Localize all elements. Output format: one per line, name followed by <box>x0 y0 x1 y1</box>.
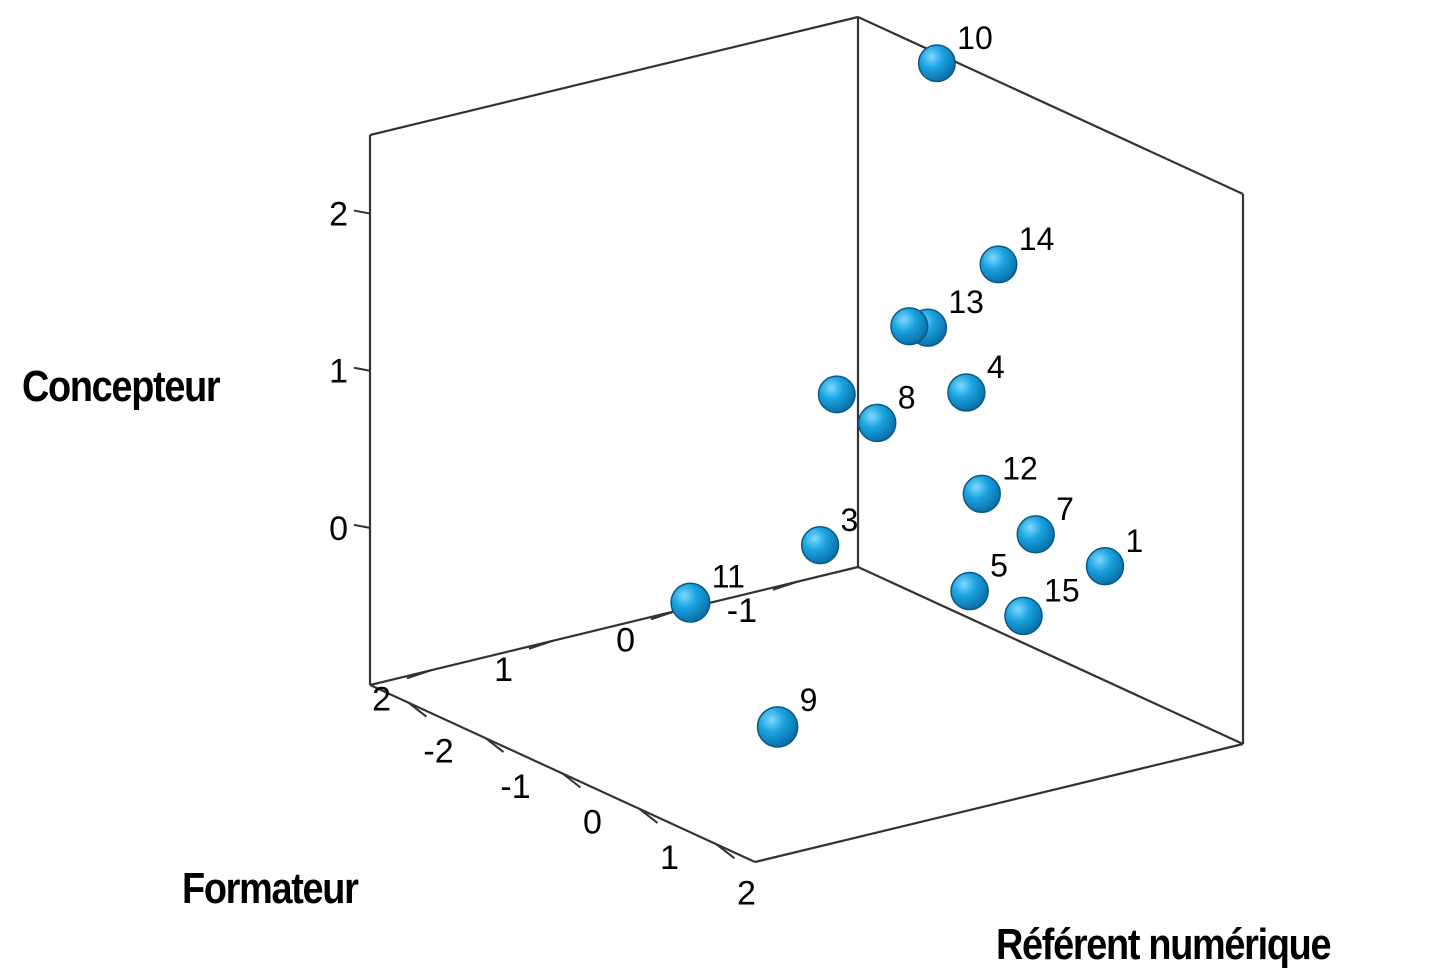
x-tick-mark <box>561 772 582 789</box>
point-marker <box>1016 515 1055 554</box>
data-point: 1 <box>1085 523 1143 586</box>
y-tick-label: 1 <box>494 651 513 689</box>
data-point: 8 <box>857 379 916 443</box>
x-tick-label: 0 <box>583 804 602 842</box>
data-point: 10 <box>917 20 993 83</box>
z-tick-label: 2 <box>329 196 348 234</box>
x-tick-mark <box>638 808 659 824</box>
point-marker <box>670 582 711 623</box>
y-tick-label: -1 <box>727 592 757 630</box>
box-edge <box>857 16 1244 195</box>
y-tick-label: 2 <box>372 680 391 718</box>
point-marker <box>817 375 856 414</box>
data-point: 15 <box>1004 572 1080 636</box>
z-tick-mark <box>353 209 371 215</box>
point-label: 15 <box>1044 572 1080 608</box>
point-label: 13 <box>948 284 984 320</box>
point-marker <box>979 245 1018 284</box>
data-point: 11 <box>670 558 745 623</box>
point-marker <box>756 706 799 748</box>
point-marker <box>1085 547 1125 586</box>
x-tick-mark <box>484 737 505 753</box>
plot-box <box>368 15 1245 864</box>
y-tick-label: 0 <box>616 621 635 659</box>
data-point: 9 <box>756 682 818 748</box>
point-label: 5 <box>990 548 1008 584</box>
point-marker <box>890 307 929 346</box>
point-label: 12 <box>1002 450 1038 486</box>
point-label: 14 <box>1019 221 1055 257</box>
z-tick-label: 1 <box>329 353 348 391</box>
data-point: 7 <box>1016 491 1074 554</box>
box-edge <box>369 15 859 137</box>
data-point: 4 <box>947 349 1005 412</box>
point-marker <box>950 571 989 611</box>
point-label: 8 <box>898 379 916 415</box>
point-label: 7 <box>1056 491 1074 527</box>
x-tick-label: 1 <box>660 839 679 877</box>
point-label: 10 <box>957 20 993 56</box>
point-marker <box>962 474 1001 514</box>
x-tick-label: -1 <box>500 768 530 806</box>
z-axis-title: Concepteur <box>22 362 221 411</box>
x-tick-label: -2 <box>423 733 453 771</box>
data-points: 10 14 134 8 12 7 1 15 5 3 11 9 <box>670 20 1143 748</box>
box-edge <box>369 565 859 687</box>
z-tick-mark <box>353 366 371 372</box>
y-tick-mark <box>772 580 798 591</box>
data-point: 14 <box>979 221 1055 284</box>
box-edge <box>857 566 1244 745</box>
data-point: 5 <box>950 548 1008 611</box>
y-axis-title: Formateur <box>182 864 359 913</box>
point-marker <box>947 373 986 412</box>
point-marker <box>800 526 840 565</box>
data-point <box>890 307 929 346</box>
data-point: 12 <box>962 450 1038 514</box>
point-label: 4 <box>987 349 1005 385</box>
point-marker <box>917 44 956 83</box>
x-tick-label: 2 <box>737 874 756 912</box>
box-edge <box>754 742 1244 864</box>
x-tick-mark <box>407 701 428 718</box>
y-tick-mark <box>650 610 676 621</box>
z-tick-label: 0 <box>329 510 348 548</box>
data-point: 3 <box>800 502 859 565</box>
point-marker <box>857 403 897 443</box>
x-tick-mark <box>715 843 736 860</box>
point-label: 11 <box>712 558 745 594</box>
x-axis-title: Référent numérique <box>996 920 1332 969</box>
y-tick-mark <box>528 639 554 650</box>
point-label: 1 <box>1125 523 1143 559</box>
point-label: 3 <box>841 502 859 538</box>
z-tick-mark <box>353 523 371 529</box>
point-label: 9 <box>800 682 818 718</box>
axis-ticks: 0 1 2 -1 0 1 2 -2 -1 0 1 2 <box>329 196 798 912</box>
data-point <box>817 375 856 414</box>
point-marker <box>1004 596 1043 636</box>
y-tick-mark <box>406 669 432 680</box>
